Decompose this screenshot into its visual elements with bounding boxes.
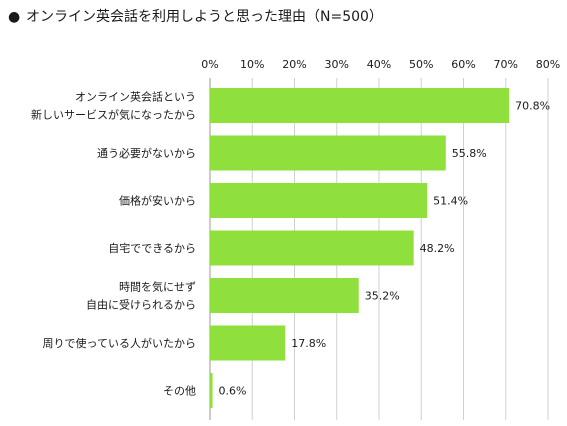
category-label: 時間を気にせず	[119, 280, 196, 294]
x-tick-label: 0%	[201, 58, 218, 71]
chart-title: ● オンライン英会話を利用しようと思った理由（N=500）	[8, 8, 548, 26]
bar	[210, 135, 446, 171]
category-label: 周りで使っている人がいたから	[43, 336, 196, 350]
bar	[210, 278, 359, 313]
bar	[210, 325, 286, 361]
x-tick-label: 50%	[409, 58, 433, 71]
category-label: オンライン英会話という	[75, 90, 196, 104]
category-label: 自宅でできるから	[108, 241, 196, 255]
x-tick-label: 40%	[367, 58, 391, 71]
value-label: 70.8%	[515, 100, 550, 113]
x-tick-label: 60%	[451, 58, 475, 71]
value-label: 55.8%	[452, 147, 487, 160]
bar	[210, 88, 510, 123]
value-label: 35.2%	[365, 290, 400, 303]
title-bullet: ●	[8, 9, 21, 25]
category-label: 価格が安いから	[119, 194, 196, 208]
value-label: 51.4%	[433, 195, 468, 208]
value-label: 0.6%	[219, 385, 247, 398]
x-tick-label: 20%	[282, 58, 306, 71]
category-label: 自由に受けられるから	[86, 298, 196, 312]
bar	[210, 230, 414, 266]
category-label: 新しいサービスが気になったから	[31, 108, 196, 122]
value-label: 17.8%	[291, 337, 326, 350]
x-tick-label: 70%	[494, 58, 518, 71]
value-label: 48.2%	[420, 242, 455, 255]
bar	[210, 373, 213, 408]
bar	[210, 183, 428, 218]
category-label: その他	[163, 385, 196, 398]
x-tick-label: 80%	[536, 58, 560, 71]
x-tick-label: 10%	[240, 58, 264, 71]
category-label: 通う必要がないから	[97, 146, 196, 160]
x-tick-label: 30%	[325, 58, 349, 71]
chart-title-text: オンライン英会話を利用しようと思った理由（N=500）	[26, 9, 383, 25]
